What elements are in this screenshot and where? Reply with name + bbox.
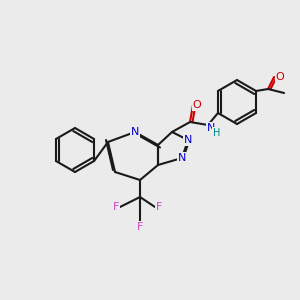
Text: N: N [178, 153, 186, 163]
Text: N: N [131, 127, 139, 137]
Text: H: H [213, 128, 221, 138]
Text: F: F [137, 222, 143, 232]
Text: O: O [193, 100, 201, 110]
Text: N: N [207, 123, 215, 133]
Text: F: F [113, 202, 119, 212]
Text: N: N [184, 135, 192, 145]
Text: O: O [276, 72, 284, 82]
Text: F: F [156, 202, 162, 212]
